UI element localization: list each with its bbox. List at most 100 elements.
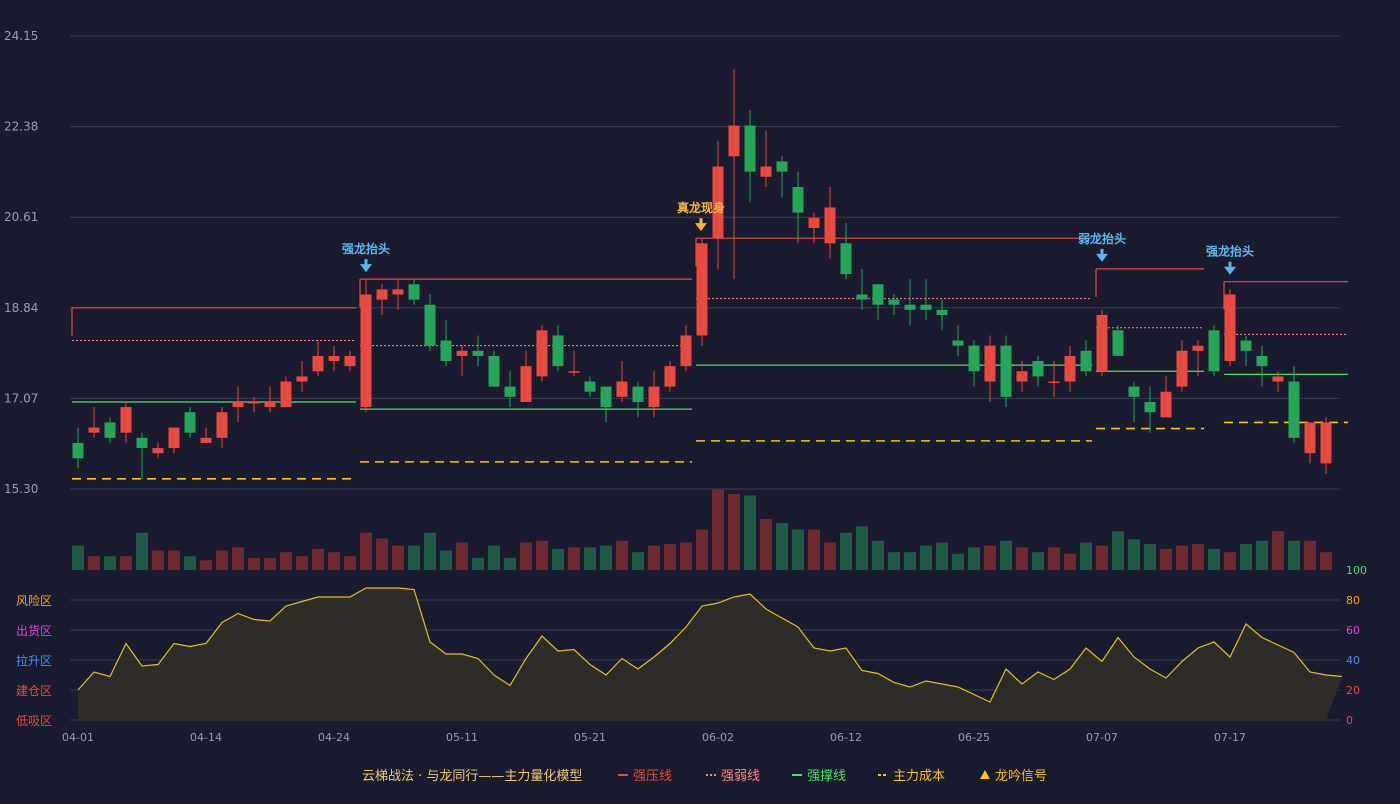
volume-bar [1304, 540, 1316, 570]
candle-body [392, 289, 404, 295]
volume-bar [1016, 547, 1028, 570]
signal-arrow-shaft [1228, 261, 1232, 267]
volume-bar [760, 518, 772, 570]
candle-body [120, 407, 132, 433]
candle-body [88, 427, 100, 433]
candle-body [1304, 422, 1316, 454]
candle-body [72, 442, 84, 459]
volume-bar [392, 545, 404, 570]
indicator-tick-label: 40 [1346, 654, 1360, 667]
signal-arrow-icon [360, 264, 372, 273]
candle-body [632, 386, 644, 402]
signal-arrow-shaft [364, 259, 368, 265]
candle-body [520, 366, 532, 402]
candle-body [1240, 340, 1252, 351]
candle-body [680, 335, 692, 367]
candle-body [184, 412, 196, 433]
price-grid: 24.15 22.38 20.61 18.84 17.07 15.30 [4, 29, 1340, 496]
volume-bar [696, 529, 708, 570]
volume-bar [136, 532, 148, 570]
volume-bars [72, 489, 1332, 570]
volume-bar [1192, 544, 1204, 570]
candle-body [1064, 355, 1076, 382]
price-tick-label: 15.30 [4, 482, 38, 496]
candle-body [504, 386, 516, 397]
candle-body [968, 345, 980, 372]
volume-bar [856, 526, 868, 570]
volume-bar [1224, 552, 1236, 570]
candle-body [792, 187, 804, 213]
volume-bar [904, 552, 916, 570]
volume-bar [952, 553, 964, 570]
volume-bar [360, 532, 372, 570]
candle-body [440, 340, 452, 362]
candle-body [104, 422, 116, 438]
candle-body [200, 437, 212, 443]
candle-body [1288, 381, 1300, 438]
candle-body [584, 381, 596, 392]
candle-body [248, 401, 260, 404]
volume-bar [1256, 540, 1268, 570]
candle-body [616, 381, 628, 397]
candlesticks[interactable] [72, 69, 1332, 479]
indicator-tick-label: 80 [1346, 594, 1360, 607]
volume-bar [1144, 544, 1156, 570]
volume-bar [1096, 545, 1108, 570]
candle-body [1160, 391, 1172, 418]
volume-bar [312, 548, 324, 570]
signal-label: 真龙现身 [677, 200, 725, 215]
zone-label: 建仓区 [16, 684, 52, 698]
volume-bar [1064, 553, 1076, 570]
volume-bar [936, 542, 948, 570]
volume-bar [1160, 548, 1172, 570]
volume-bar [1272, 531, 1284, 570]
price-tick-label: 17.07 [4, 391, 38, 405]
volume-bar [1320, 552, 1332, 570]
volume-bar [824, 542, 836, 570]
candle-body [1320, 422, 1332, 464]
indicator-line [77, 587, 1343, 703]
candle-body [824, 207, 836, 244]
volume-bar [888, 552, 900, 570]
volume-bar [1128, 539, 1140, 570]
legend-item-weak: 强弱线 [721, 769, 760, 784]
candle-body [1032, 361, 1044, 377]
candle-body [1080, 350, 1092, 372]
volume-bar [376, 538, 388, 570]
candle-body [264, 401, 276, 408]
volume-bar [1032, 552, 1044, 570]
volume-bar [424, 532, 436, 570]
volume-bar [72, 545, 84, 570]
candle-body [408, 284, 420, 300]
candle-body [808, 217, 820, 228]
x-tick-label: 07-07 [1086, 731, 1118, 744]
zone-label: 风险区 [16, 593, 52, 608]
volume-bar [104, 556, 116, 570]
candle-body [1256, 355, 1268, 367]
candle-body [472, 350, 484, 356]
candle-body [984, 345, 996, 382]
candle-body [456, 350, 468, 356]
volume-bar [664, 544, 676, 570]
volume-bar [792, 529, 804, 570]
legend[interactable]: 云梯战法 · 与龙同行——主力量化模型 强压线 强弱线 强撑线 主力成本 龙吟信号 [362, 768, 1047, 784]
volume-bar [632, 552, 644, 570]
legend-item-signal: 龙吟信号 [995, 768, 1047, 784]
price-tick-label: 22.38 [4, 120, 38, 134]
volume-bar [840, 532, 852, 570]
candle-body [664, 366, 676, 387]
volume-bar [600, 545, 612, 570]
candle-body [1128, 386, 1140, 397]
candle-body [904, 304, 916, 310]
volume-bar [88, 556, 100, 570]
indicator-tick-label: 20 [1346, 684, 1360, 697]
volume-bar [232, 547, 244, 570]
candle-body [568, 371, 580, 373]
candle-body [488, 355, 500, 387]
signal-arrow-icon [695, 223, 707, 232]
legend-item-pressure: 强压线 [633, 769, 672, 784]
volume-bar [472, 557, 484, 570]
